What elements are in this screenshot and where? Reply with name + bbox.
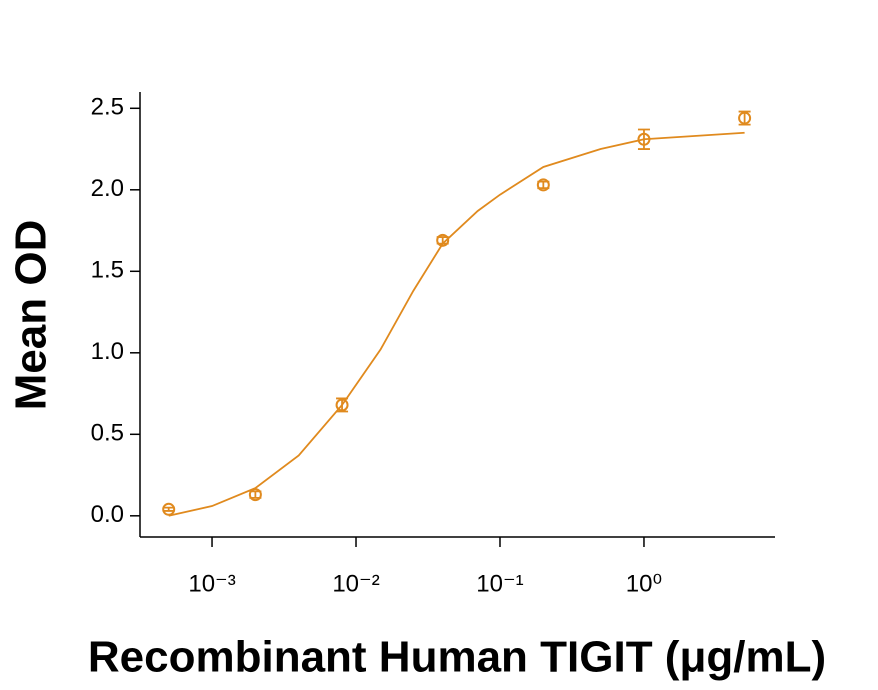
error-bar: [738, 110, 751, 126]
error-bar: [162, 506, 175, 512]
data-point: [162, 502, 176, 516]
data-point: [536, 178, 550, 192]
y-tick-label: 0.5: [91, 420, 124, 447]
fit-curve: [168, 131, 745, 517]
data-point: [248, 488, 262, 502]
data-point: [738, 111, 752, 125]
data-point: [436, 233, 450, 247]
y-tick-label: 1.0: [91, 338, 124, 365]
y-tick-label: 0.0: [91, 501, 124, 528]
x-tick-label: 10⁻³: [188, 570, 235, 597]
x-axis-title: Recombinant Human TIGIT (μg/mL): [88, 633, 826, 682]
y-tick-label: 1.5: [91, 257, 124, 284]
y-tick-label: 2.0: [91, 175, 124, 202]
y-tick-label: 2.5: [91, 94, 124, 121]
x-tick-label: 10⁻²: [332, 570, 379, 597]
y-axis-title: Mean OD: [7, 220, 56, 411]
x-tick-label: 10⁰: [626, 570, 662, 597]
x-tick-label: 10⁻¹: [476, 570, 523, 597]
data-point: [335, 398, 349, 412]
